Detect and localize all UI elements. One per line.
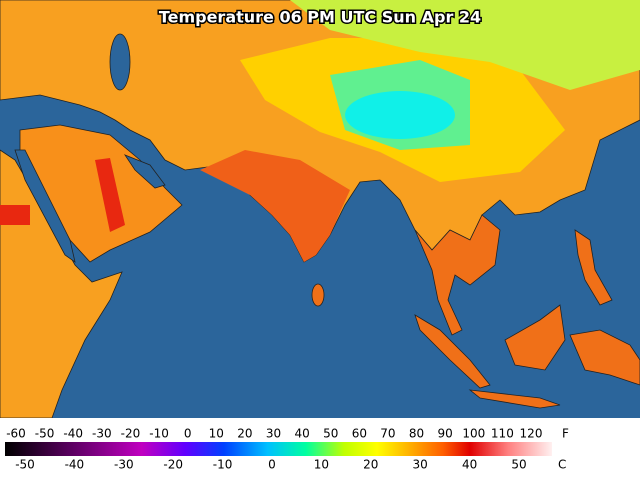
temp-zone-hot-arabia bbox=[95, 158, 125, 232]
fahrenheit-tick-label: -30 bbox=[92, 427, 112, 441]
red-sea bbox=[14, 149, 76, 263]
celsius-tick-label: -10 bbox=[213, 458, 233, 472]
fahrenheit-tick-label: 20 bbox=[237, 427, 252, 441]
celsius-tick-label: -20 bbox=[163, 458, 183, 472]
land-southeast-asia bbox=[414, 214, 501, 336]
fahrenheit-tick-label: 10 bbox=[209, 427, 224, 441]
celsius-tick-label: 30 bbox=[413, 458, 428, 472]
fahrenheit-tick-label: 0 bbox=[184, 427, 192, 441]
fahrenheit-tick-label: 60 bbox=[352, 427, 367, 441]
temp-zone-hot-africa bbox=[0, 205, 30, 225]
fahrenheit-tick-label: 70 bbox=[380, 427, 395, 441]
fahrenheit-tick-label: -40 bbox=[63, 427, 83, 441]
fahrenheit-tick-label: 40 bbox=[294, 427, 309, 441]
land-sri-lanka bbox=[311, 283, 325, 307]
land-sulawesi-papua bbox=[569, 329, 640, 386]
unit-label-c: C bbox=[558, 458, 566, 472]
map-title: Temperature 06 PM UTC Sun Apr 24 bbox=[159, 8, 481, 27]
temp-zone-cold bbox=[345, 91, 455, 139]
land-philippines bbox=[574, 229, 613, 306]
fahrenheit-tick-label: -50 bbox=[35, 427, 55, 441]
celsius-tick-label: 50 bbox=[511, 458, 526, 472]
celsius-tick-label: 0 bbox=[268, 458, 276, 472]
fahrenheit-tick-label: 50 bbox=[323, 427, 338, 441]
celsius-tick-label: -50 bbox=[15, 458, 35, 472]
celsius-tick-label: -30 bbox=[114, 458, 134, 472]
fahrenheit-tick-label: -10 bbox=[149, 427, 169, 441]
persian-gulf bbox=[123, 154, 166, 189]
land-sumatra bbox=[414, 314, 491, 389]
celsius-tick-label: 20 bbox=[363, 458, 378, 472]
caspian-sea bbox=[109, 33, 131, 91]
temp-zone-hot-india bbox=[200, 150, 350, 262]
land-java bbox=[468, 389, 561, 409]
fahrenheit-tick-label: -60 bbox=[6, 427, 26, 441]
land-borneo bbox=[504, 304, 566, 371]
celsius-tick-label: -40 bbox=[65, 458, 85, 472]
fahrenheit-tick-label: -20 bbox=[121, 427, 141, 441]
temp-zone-mild bbox=[290, 0, 640, 90]
color-scale bbox=[5, 442, 552, 456]
map bbox=[0, 0, 640, 419]
unit-label-f: F bbox=[562, 427, 569, 441]
fahrenheit-tick-label: 110 bbox=[491, 427, 514, 441]
celsius-tick-label: 10 bbox=[314, 458, 329, 472]
celsius-tick-label: 40 bbox=[462, 458, 477, 472]
fahrenheit-tick-label: 100 bbox=[462, 427, 485, 441]
fahrenheit-tick-label: 80 bbox=[409, 427, 424, 441]
fahrenheit-tick-label: 30 bbox=[266, 427, 281, 441]
fahrenheit-tick-label: 120 bbox=[520, 427, 543, 441]
fahrenheit-tick-label: 90 bbox=[438, 427, 453, 441]
